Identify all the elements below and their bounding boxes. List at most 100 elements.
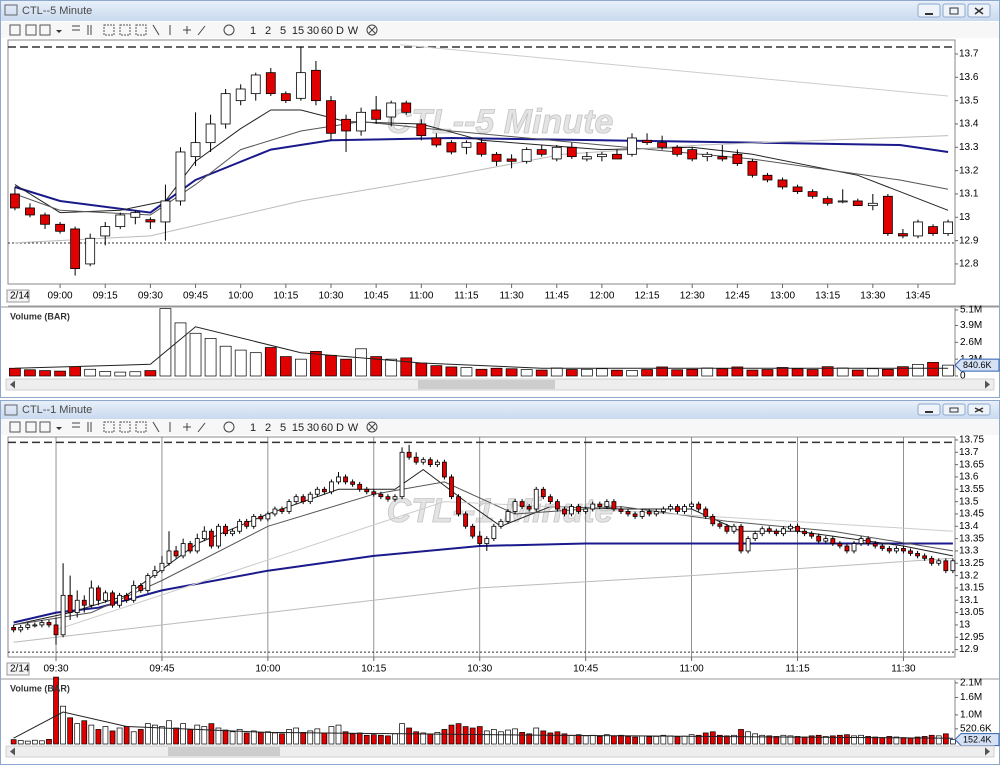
- timeframe-button[interactable]: 30: [307, 25, 319, 37]
- y-tick-label: 12.8: [959, 259, 979, 270]
- toolbar-icon[interactable]: [366, 421, 378, 433]
- toolbar-icon[interactable]: [25, 421, 37, 433]
- toolbar-icon[interactable]: [9, 24, 21, 36]
- candle-body: [618, 508, 624, 512]
- volume-bar: [900, 737, 907, 745]
- toolbar-icon[interactable]: [223, 421, 235, 433]
- candle-body: [675, 506, 680, 512]
- x-tick-label: 09:45: [183, 291, 208, 302]
- candle-body: [32, 624, 38, 627]
- candle-body: [858, 538, 864, 544]
- candle-body: [280, 93, 291, 102]
- x-tick-label: 12:15: [635, 291, 660, 302]
- toolbar-icon[interactable]: [103, 24, 115, 36]
- toolbar-icon[interactable]: [119, 421, 131, 433]
- timeframe-button[interactable]: 15: [292, 25, 304, 37]
- volume-bar: [314, 728, 321, 745]
- toolbar-icon[interactable]: [9, 421, 21, 433]
- candle-body: [117, 594, 122, 606]
- volume-bar: [88, 724, 95, 745]
- candle-body: [60, 594, 66, 636]
- scrollbar-thumb[interactable]: [418, 380, 555, 389]
- volume-bar: [761, 369, 774, 377]
- minimize-button[interactable]: [917, 403, 941, 416]
- candle-body: [124, 594, 130, 601]
- toolbar-icon[interactable]: [366, 24, 378, 36]
- maximize-button[interactable]: [942, 403, 966, 416]
- volume-bar: [340, 358, 352, 377]
- candle-body: [461, 142, 472, 148]
- volume-bar: [415, 362, 428, 377]
- volume-bar: [272, 732, 278, 745]
- timeframe-button[interactable]: 2: [265, 25, 271, 37]
- candle-body: [103, 592, 108, 601]
- timeframe-button[interactable]: 5: [280, 422, 286, 434]
- y-tick-label: 1.0M: [960, 710, 982, 721]
- timeframe-button[interactable]: W: [348, 422, 359, 434]
- toolbar-icon[interactable]: [25, 24, 37, 36]
- timeframe-button[interactable]: 1: [250, 422, 256, 434]
- scroll-right[interactable]: [985, 747, 990, 756]
- candle-body: [526, 506, 532, 510]
- volume-bar: [279, 356, 292, 377]
- candle-body: [420, 459, 426, 463]
- toolbar-icon[interactable]: [39, 24, 51, 36]
- volume-bar: [671, 369, 684, 377]
- timeframe-button[interactable]: D: [336, 422, 344, 434]
- candle-body: [632, 513, 638, 517]
- candle-body: [682, 506, 687, 512]
- candle-body: [40, 214, 50, 225]
- timeframe-button[interactable]: 60: [321, 422, 333, 434]
- candle-body: [300, 496, 306, 503]
- toolbar-icon: [56, 427, 62, 430]
- volume-bar: [893, 736, 900, 745]
- toolbar-icon[interactable]: [119, 24, 131, 36]
- maximize-button[interactable]: [942, 3, 966, 18]
- scroll-left[interactable]: [10, 380, 15, 389]
- timeframe-button[interactable]: 30: [307, 422, 319, 434]
- volume-bar: [794, 736, 801, 745]
- scrollbar-thumb[interactable]: [168, 747, 280, 756]
- timeframe-button[interactable]: W: [348, 25, 359, 37]
- volume-bar: [166, 720, 172, 745]
- timeframe-button[interactable]: 2: [265, 422, 271, 434]
- timeframe-button[interactable]: 15: [292, 422, 304, 434]
- scroll-left[interactable]: [10, 747, 15, 756]
- candle-body: [642, 139, 652, 144]
- toolbar-icon[interactable]: [103, 421, 115, 433]
- candle-body: [446, 142, 457, 153]
- toolbar-icon[interactable]: [39, 421, 51, 433]
- volume-bar: [808, 735, 815, 745]
- candle-body: [604, 501, 610, 507]
- candle-body: [484, 538, 490, 544]
- timeframe-button[interactable]: 5: [280, 25, 286, 37]
- candle-body: [540, 488, 546, 498]
- timeframe-button[interactable]: 1: [250, 25, 256, 37]
- candle-body: [547, 496, 553, 503]
- timeframe-button[interactable]: 60: [321, 25, 333, 37]
- scrollbar[interactable]: [5, 745, 995, 758]
- scroll-right[interactable]: [985, 380, 990, 389]
- toolbar-icon: [368, 26, 376, 34]
- toolbar-icon[interactable]: [135, 24, 147, 36]
- toolbar-icon[interactable]: [135, 421, 147, 433]
- x-tick-label: 13:15: [815, 291, 840, 302]
- candle-body: [809, 533, 815, 537]
- title-bar: [1, 1, 999, 21]
- last-value-tag: [954, 733, 1000, 747]
- volume-bar: [310, 351, 322, 377]
- candle-body: [356, 111, 366, 132]
- minimize-button[interactable]: [917, 3, 941, 18]
- volume-bar: [921, 736, 928, 745]
- toolbar-icon: [72, 422, 92, 432]
- maximize-glyph: [949, 407, 959, 413]
- x-tick-label: 10:00: [255, 664, 280, 675]
- volume-bar: [476, 726, 483, 745]
- candle-body: [385, 496, 391, 500]
- candle-body: [145, 219, 156, 223]
- volume-bar: [355, 348, 367, 377]
- toolbar-icon[interactable]: [223, 24, 235, 36]
- volume-bar: [686, 368, 699, 377]
- timeframe-button[interactable]: D: [336, 25, 344, 37]
